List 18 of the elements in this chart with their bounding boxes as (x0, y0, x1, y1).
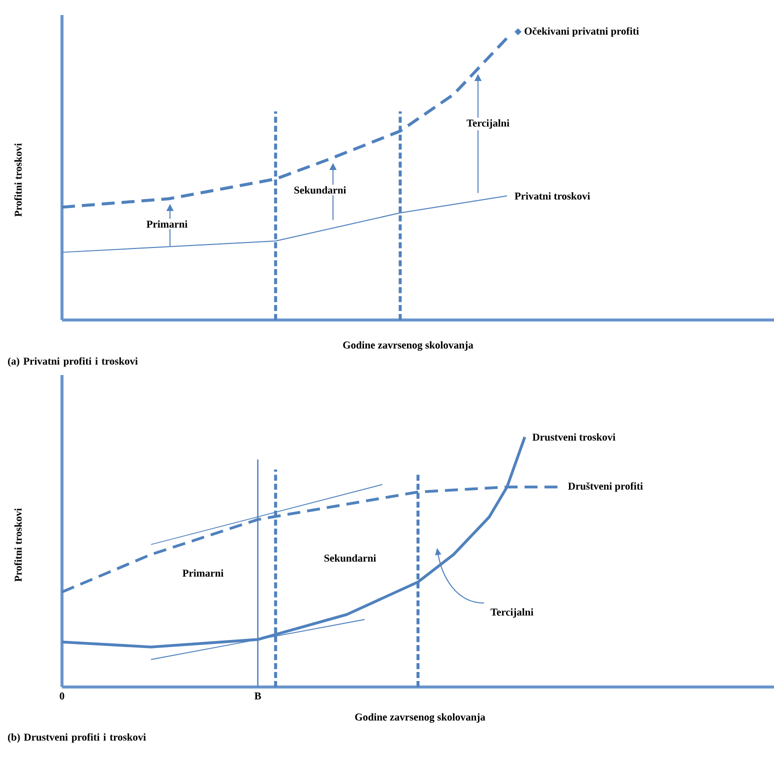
x-tick-label: B (254, 692, 261, 700)
y-axis-title: Profitni troskovi (14, 508, 22, 582)
series-label: Drustveni troskovi (532, 433, 616, 441)
legend-label: Očekivani privatni profiti (524, 27, 639, 37)
series-label: Privatni troskovi (514, 192, 590, 200)
text: (b) Drustveni profiti i troskovi (8, 733, 146, 743)
x-tick-label: 0 (60, 692, 64, 700)
x-axis-title: Godine zavrsenog skolovanja (343, 341, 474, 351)
series-label: Društveni profiti (568, 482, 643, 492)
x-axis-title: Godine zavrsenog skolovanja (355, 713, 486, 723)
annotation: Tercijalni (466, 119, 510, 129)
y-axis-title: Profitni troskovi (14, 143, 22, 217)
annotation: Sekundarni (294, 186, 346, 194)
annotation: Primarni (146, 220, 188, 228)
annotation: Primarni (182, 569, 224, 577)
annotation: Tercijalni (490, 608, 534, 618)
annotation: Sekundarni (324, 554, 376, 562)
text: (a) Privatni profiti i troskovi (8, 357, 138, 367)
